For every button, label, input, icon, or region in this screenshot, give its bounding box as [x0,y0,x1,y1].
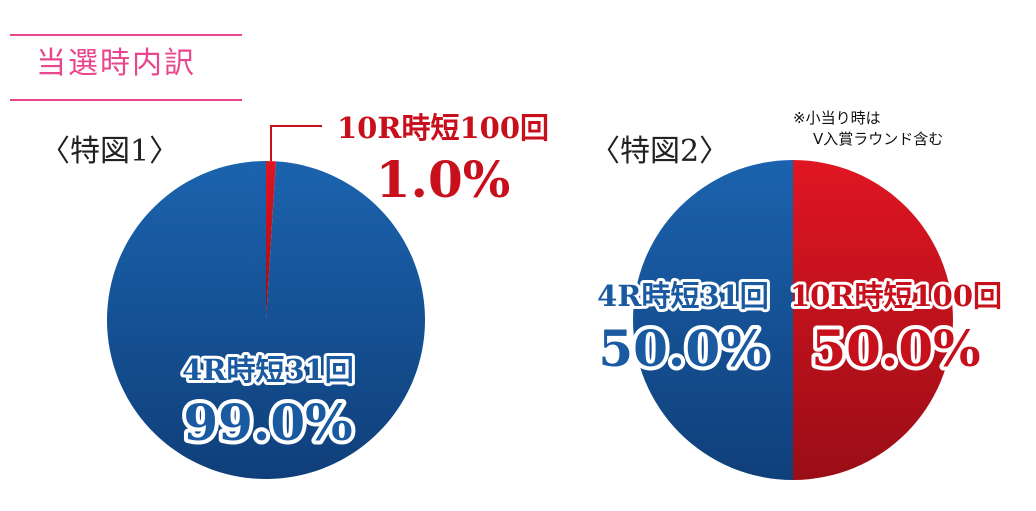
pie1-percent-4r: 99.0% [183,393,352,452]
pie2-label-10r: 10R時短100回 [790,279,1002,313]
pie-chart-2: 10R時短100回 50.0% 4R時短31回 50.0% [594,160,1005,480]
pie2-percent-10r: 50.0% [811,319,980,378]
chart2-note-line2: V入賞ラウンド含む [813,130,944,148]
header-bottom-line [10,99,242,101]
pie2-percent-4r: 50.0% [598,319,767,378]
pie1-slice-4r [106,161,426,480]
chart2-note-line1: ※小当り時は [793,109,881,127]
pie1-percent-10r: 1.0% [376,150,511,209]
pie2-slice-10r [793,160,953,480]
pie1-label-10r: 10R時短100回 [337,111,549,145]
header-title: 当選時内訳 [36,46,196,81]
chart2-note: ※小当り時は V入賞ラウンド含む [793,108,943,150]
pie1-label-4r: 4R時短31回 [182,353,354,387]
pie2-slice-4r [633,160,793,480]
pie1-leader-line [270,125,322,162]
chart2-title: 〈特図2〉 [590,134,730,169]
pie-chart-1: 10R時短100回 1.0% 4R時短31回 99.0% [106,108,552,480]
pie1-slice-10r [266,161,276,320]
pie2-label-4r: 4R時短31回 [597,279,769,313]
chart1-title: 〈特図1〉 [40,134,180,169]
header-top-line [10,34,242,36]
